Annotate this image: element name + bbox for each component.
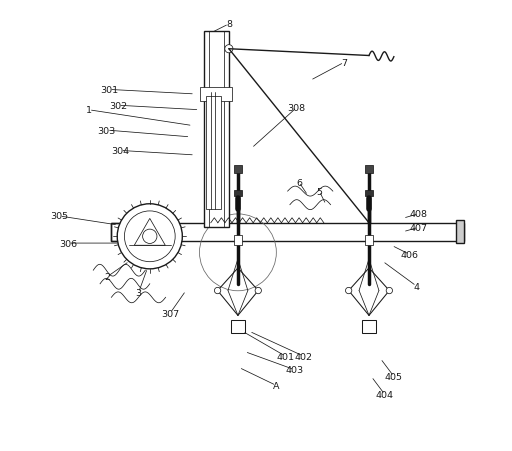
- Text: 1: 1: [86, 106, 92, 115]
- Circle shape: [255, 288, 262, 294]
- Text: 308: 308: [288, 104, 306, 113]
- Text: 405: 405: [385, 372, 403, 381]
- Circle shape: [124, 212, 175, 262]
- Text: 5: 5: [316, 187, 322, 196]
- Text: A: A: [273, 381, 280, 390]
- Bar: [206, 97, 221, 210]
- Bar: [366, 236, 373, 246]
- Bar: [204, 32, 229, 228]
- Text: 306: 306: [59, 239, 77, 248]
- Text: 305: 305: [50, 212, 69, 221]
- Bar: [234, 166, 242, 174]
- Bar: [112, 223, 160, 241]
- Bar: [234, 191, 242, 196]
- Circle shape: [386, 288, 393, 294]
- Text: 4: 4: [414, 282, 419, 291]
- Text: 404: 404: [376, 390, 394, 399]
- Text: 402: 402: [294, 352, 312, 361]
- Bar: [366, 191, 373, 196]
- Bar: [362, 320, 376, 334]
- Text: 303: 303: [98, 126, 116, 135]
- Bar: [456, 221, 464, 244]
- Text: 7: 7: [341, 59, 347, 68]
- Text: 408: 408: [410, 210, 428, 219]
- Bar: [231, 320, 245, 334]
- Text: 8: 8: [226, 20, 232, 29]
- Text: 407: 407: [410, 223, 428, 232]
- Bar: [112, 223, 464, 241]
- Text: 302: 302: [109, 101, 127, 110]
- Circle shape: [117, 204, 182, 269]
- Circle shape: [215, 288, 221, 294]
- Circle shape: [346, 288, 352, 294]
- Bar: [200, 88, 232, 101]
- Text: 2: 2: [104, 273, 110, 282]
- Circle shape: [143, 230, 157, 244]
- Text: 403: 403: [285, 365, 304, 374]
- Text: 301: 301: [100, 86, 118, 95]
- Text: 307: 307: [161, 309, 179, 318]
- Bar: [234, 236, 242, 246]
- Circle shape: [225, 46, 233, 54]
- Bar: [365, 166, 373, 174]
- Text: 3: 3: [135, 289, 141, 298]
- Text: 6: 6: [296, 178, 302, 187]
- Text: 304: 304: [111, 147, 130, 156]
- Text: 406: 406: [401, 250, 419, 259]
- Text: 401: 401: [276, 352, 294, 361]
